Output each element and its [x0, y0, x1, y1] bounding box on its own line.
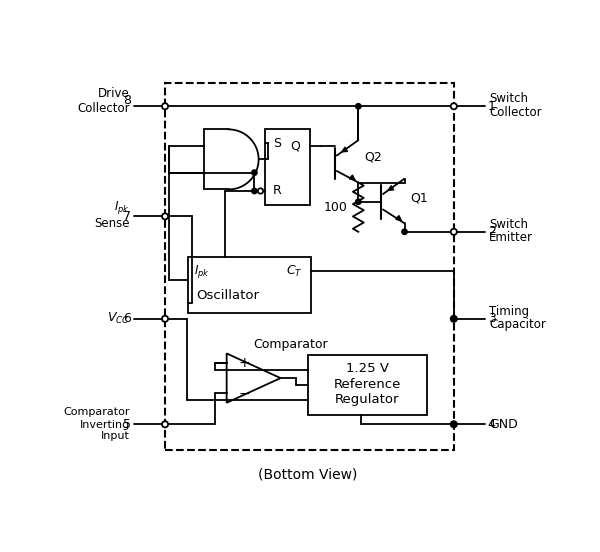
Text: 100: 100 [323, 200, 347, 214]
Text: (Bottom View): (Bottom View) [258, 468, 357, 481]
Text: Capacitor: Capacitor [489, 319, 546, 331]
Bar [188, 257, 311, 312]
Text: Comparator: Comparator [63, 407, 130, 417]
Text: 3: 3 [488, 312, 496, 325]
Text: Input: Input [101, 431, 130, 441]
Text: Comparator: Comparator [254, 338, 328, 351]
Text: 1.25 V: 1.25 V [346, 362, 389, 375]
Circle shape [451, 422, 457, 427]
Text: 5: 5 [123, 418, 131, 431]
Text: Inverting: Inverting [79, 420, 130, 430]
Bar [265, 129, 310, 205]
Text: Collector: Collector [77, 102, 130, 115]
Text: Reference: Reference [334, 378, 401, 391]
Circle shape [451, 316, 457, 321]
Circle shape [402, 229, 407, 235]
Text: 2: 2 [488, 225, 496, 238]
Text: −: − [238, 386, 250, 401]
Text: S: S [273, 137, 281, 150]
Bar [165, 83, 454, 450]
Text: 6: 6 [123, 312, 131, 325]
Circle shape [356, 104, 361, 109]
Text: GND: GND [489, 418, 518, 431]
Text: Switch: Switch [489, 217, 528, 231]
Text: Emitter: Emitter [489, 231, 533, 245]
Text: Q2: Q2 [364, 151, 382, 163]
Circle shape [162, 421, 168, 427]
Text: Oscillator: Oscillator [197, 289, 260, 302]
Circle shape [451, 421, 457, 427]
Text: 1: 1 [488, 100, 496, 113]
Text: +: + [238, 355, 250, 370]
Circle shape [451, 316, 457, 322]
Text: R: R [273, 184, 281, 198]
Text: Regulator: Regulator [335, 393, 400, 406]
Circle shape [251, 188, 257, 194]
Text: Collector: Collector [489, 106, 542, 119]
Text: Sense: Sense [94, 217, 130, 230]
Circle shape [258, 188, 263, 194]
Text: Switch: Switch [489, 92, 528, 105]
Circle shape [162, 213, 168, 220]
Circle shape [251, 170, 257, 176]
Text: $V_{CC}$: $V_{CC}$ [107, 311, 130, 326]
Text: 4: 4 [488, 418, 496, 431]
Text: $C_T$: $C_T$ [286, 263, 303, 279]
Text: Timing: Timing [489, 305, 529, 317]
Circle shape [162, 316, 168, 322]
Bar [308, 355, 427, 415]
Circle shape [356, 199, 361, 204]
Text: 7: 7 [123, 210, 131, 223]
Text: $I_{pk}$: $I_{pk}$ [114, 199, 130, 216]
Circle shape [451, 103, 457, 109]
Text: $I_{pk}$: $I_{pk}$ [194, 263, 210, 279]
Circle shape [162, 103, 168, 109]
Text: Q: Q [290, 140, 301, 153]
Circle shape [451, 229, 457, 235]
Text: Drive: Drive [98, 87, 130, 100]
Text: 8: 8 [123, 94, 131, 108]
Text: Q1: Q1 [410, 192, 428, 204]
